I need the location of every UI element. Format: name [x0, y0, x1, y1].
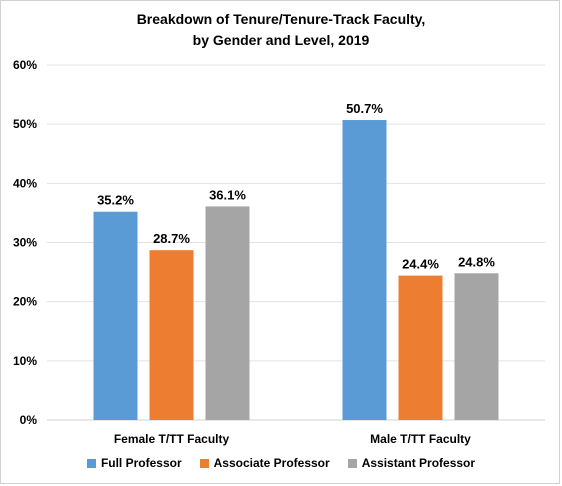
- data-label: 24.8%: [458, 254, 495, 269]
- y-tick-label: 30%: [13, 236, 37, 250]
- legend-item: Full Professor: [86, 456, 182, 470]
- legend-swatch: [347, 458, 357, 468]
- bars: [93, 120, 499, 421]
- bar: [93, 211, 138, 420]
- legend-label: Full Professor: [100, 456, 182, 470]
- legend: Full Professor Associate Professor Assista…: [1, 456, 561, 470]
- data-label: 28.7%: [153, 231, 190, 246]
- y-tick-label: 10%: [13, 354, 37, 368]
- data-label: 50.7%: [346, 101, 383, 116]
- legend-label: Assistant Professor: [361, 456, 476, 470]
- x-tick-label: Male T/TT Faculty: [370, 432, 471, 446]
- legend-label: Associate Professor: [213, 456, 330, 470]
- y-tick-label: 50%: [13, 117, 37, 131]
- data-label: 36.1%: [209, 187, 246, 202]
- legend-swatch: [86, 458, 96, 468]
- chart-title-line-1: Breakdown of Tenure/Tenure-Track Faculty…: [136, 11, 426, 27]
- data-labels: 35.2% 28.7% 36.1% 50.7% 24.4% 24.8%: [97, 101, 495, 272]
- x-tick-label: Female T/TT Faculty: [114, 432, 230, 446]
- legend-swatch: [199, 458, 209, 468]
- bar: [398, 275, 443, 420]
- y-tick-label: 60%: [13, 58, 37, 72]
- y-tick-label: 40%: [13, 176, 37, 190]
- bar: [205, 206, 250, 420]
- chart-title: Breakdown of Tenure/Tenure-Track Faculty…: [1, 9, 561, 51]
- y-axis-ticks: 0% 10% 20% 30% 40% 50% 60%: [13, 58, 37, 427]
- data-label: 35.2%: [97, 193, 134, 208]
- y-tick-label: 20%: [13, 295, 37, 309]
- bar: [454, 273, 499, 420]
- x-axis-ticks: Female T/TT Faculty Male T/TT Faculty: [114, 432, 471, 446]
- chart-title-line-2: by Gender and Level, 2019: [192, 32, 370, 48]
- legend-item: Assistant Professor: [347, 456, 476, 470]
- bar: [149, 250, 194, 420]
- y-tick-label: 0%: [20, 413, 38, 427]
- data-label: 24.4%: [402, 257, 439, 272]
- legend-item: Associate Professor: [199, 456, 330, 470]
- bar: [342, 120, 387, 421]
